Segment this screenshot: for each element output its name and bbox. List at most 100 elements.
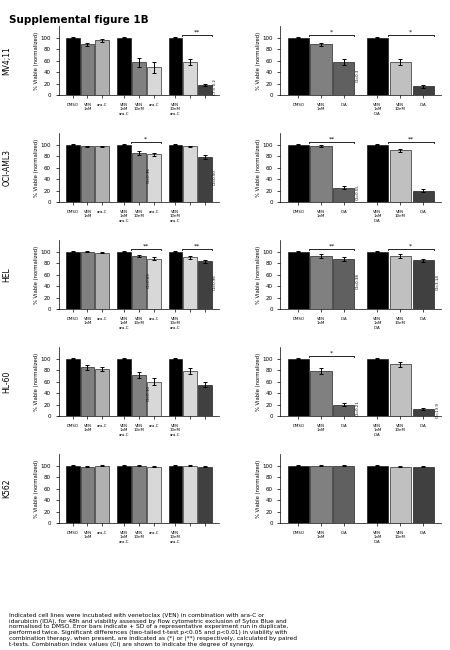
Bar xyxy=(132,62,146,95)
Y-axis label: % Viable (normalized): % Viable (normalized) xyxy=(34,31,39,90)
Y-axis label: % Viable (normalized): % Viable (normalized) xyxy=(34,460,39,518)
Bar xyxy=(288,144,309,202)
Bar xyxy=(288,465,309,523)
Text: Indicated cell lines were incubated with venetoclax (VEN) in combination with ar: Indicated cell lines were incubated with… xyxy=(9,613,297,647)
Bar xyxy=(310,371,332,416)
Bar xyxy=(288,252,309,309)
Bar xyxy=(66,38,80,95)
Bar xyxy=(95,40,109,95)
Bar xyxy=(66,252,80,309)
Bar xyxy=(198,467,212,523)
Bar xyxy=(367,38,388,95)
Text: *: * xyxy=(144,136,147,142)
Text: CI=0.50: CI=0.50 xyxy=(213,169,217,185)
Bar xyxy=(288,359,309,416)
Text: CI=0.55: CI=0.55 xyxy=(356,184,360,200)
Text: MV4;11: MV4;11 xyxy=(3,46,12,75)
Bar xyxy=(169,359,182,416)
Bar xyxy=(367,144,388,202)
Bar xyxy=(169,38,182,95)
Bar xyxy=(310,256,332,309)
Y-axis label: % Viable (normalized): % Viable (normalized) xyxy=(34,352,39,411)
Bar xyxy=(183,371,197,416)
Text: CI=0.21: CI=0.21 xyxy=(356,400,360,415)
Y-axis label: % Viable (normalized): % Viable (normalized) xyxy=(256,31,261,90)
Bar xyxy=(117,252,131,309)
Bar xyxy=(413,409,434,416)
Bar xyxy=(147,382,161,416)
Bar xyxy=(147,68,161,95)
Bar xyxy=(183,257,197,309)
Bar xyxy=(66,465,80,523)
Bar xyxy=(117,465,131,523)
Bar xyxy=(333,188,355,202)
Text: CI=0.10: CI=0.10 xyxy=(147,385,151,400)
Bar xyxy=(333,259,355,309)
Bar xyxy=(117,359,131,416)
Bar xyxy=(310,146,332,202)
Text: CI = 0.2: CI = 0.2 xyxy=(213,79,217,95)
Text: CI=0.38: CI=0.38 xyxy=(356,273,360,289)
Text: OCI-AML3: OCI-AML3 xyxy=(3,149,12,186)
Bar xyxy=(66,359,80,416)
Bar xyxy=(198,261,212,309)
Bar xyxy=(413,190,434,202)
Bar xyxy=(367,252,388,309)
Text: **: ** xyxy=(328,136,335,142)
Bar xyxy=(95,146,109,202)
Bar xyxy=(333,62,355,95)
Text: **: ** xyxy=(194,30,200,34)
Bar xyxy=(183,465,197,523)
Text: *: * xyxy=(330,351,333,356)
Bar xyxy=(310,465,332,523)
Bar xyxy=(367,359,388,416)
Bar xyxy=(390,62,411,95)
Bar xyxy=(169,252,182,309)
Text: **: ** xyxy=(143,244,149,249)
Bar xyxy=(95,253,109,309)
Y-axis label: % Viable (normalized): % Viable (normalized) xyxy=(256,138,261,197)
Bar xyxy=(169,465,182,523)
Bar xyxy=(413,86,434,95)
Bar xyxy=(390,256,411,309)
Bar xyxy=(132,153,146,202)
Text: CI=13.9: CI=13.9 xyxy=(436,402,440,417)
Bar xyxy=(288,38,309,95)
Bar xyxy=(390,365,411,416)
Bar xyxy=(117,144,131,202)
Text: K562: K562 xyxy=(3,479,12,499)
Text: **: ** xyxy=(328,244,335,249)
Bar xyxy=(81,252,94,309)
Y-axis label: % Viable (normalized): % Viable (normalized) xyxy=(256,246,261,304)
Bar xyxy=(147,467,161,523)
Bar xyxy=(390,467,411,523)
Bar xyxy=(132,256,146,309)
Text: HEL: HEL xyxy=(3,267,12,282)
Text: CI=0.3: CI=0.3 xyxy=(356,69,360,83)
Bar xyxy=(95,369,109,416)
Bar xyxy=(183,62,197,95)
Bar xyxy=(95,465,109,523)
Bar xyxy=(117,38,131,95)
Bar xyxy=(66,144,80,202)
Bar xyxy=(390,150,411,202)
Bar xyxy=(333,405,355,416)
Bar xyxy=(183,146,197,202)
Y-axis label: % Viable (normalized): % Viable (normalized) xyxy=(34,246,39,304)
Bar xyxy=(169,144,182,202)
Text: Supplemental figure 1B: Supplemental figure 1B xyxy=(9,15,148,25)
Bar xyxy=(147,259,161,309)
Bar xyxy=(81,44,94,95)
Bar xyxy=(198,84,212,95)
Bar xyxy=(132,375,146,416)
Text: CI=3.14: CI=3.14 xyxy=(436,274,440,290)
Bar xyxy=(81,467,94,523)
Bar xyxy=(198,157,212,202)
Text: CI=0.36: CI=0.36 xyxy=(147,167,151,183)
Text: *: * xyxy=(330,30,333,34)
Text: *: * xyxy=(409,244,412,249)
Bar xyxy=(367,465,388,523)
Text: CI=0.96: CI=0.96 xyxy=(213,274,217,291)
Bar xyxy=(81,367,94,416)
Text: CI=0.63: CI=0.63 xyxy=(147,272,151,288)
